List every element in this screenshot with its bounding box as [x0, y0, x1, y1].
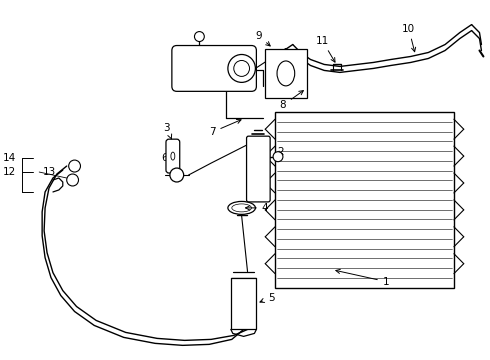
- Bar: [231, 278, 256, 329]
- Text: 1: 1: [336, 269, 390, 287]
- Circle shape: [228, 54, 255, 82]
- Text: 9: 9: [255, 31, 270, 46]
- Bar: [275, 112, 454, 288]
- Ellipse shape: [228, 201, 255, 214]
- Circle shape: [234, 60, 249, 76]
- Text: 10: 10: [402, 24, 416, 52]
- Circle shape: [273, 152, 283, 162]
- Ellipse shape: [232, 204, 251, 212]
- Text: 4: 4: [245, 203, 269, 213]
- Text: 12: 12: [2, 167, 16, 177]
- Text: 5: 5: [260, 293, 274, 302]
- Circle shape: [69, 160, 80, 172]
- Text: 7: 7: [209, 120, 241, 137]
- Text: 14: 14: [2, 153, 16, 163]
- Circle shape: [170, 168, 184, 182]
- Circle shape: [195, 32, 204, 41]
- Ellipse shape: [277, 61, 294, 86]
- Text: 11: 11: [316, 36, 335, 62]
- Text: 3: 3: [164, 123, 171, 139]
- Text: 13: 13: [43, 167, 56, 177]
- FancyBboxPatch shape: [246, 136, 270, 202]
- Text: 6: 6: [162, 153, 174, 166]
- Ellipse shape: [171, 152, 175, 160]
- Circle shape: [67, 174, 78, 186]
- Bar: [265, 49, 307, 98]
- Text: 2: 2: [278, 147, 284, 157]
- FancyBboxPatch shape: [172, 45, 256, 91]
- Text: 8: 8: [280, 91, 303, 110]
- FancyBboxPatch shape: [166, 139, 180, 173]
